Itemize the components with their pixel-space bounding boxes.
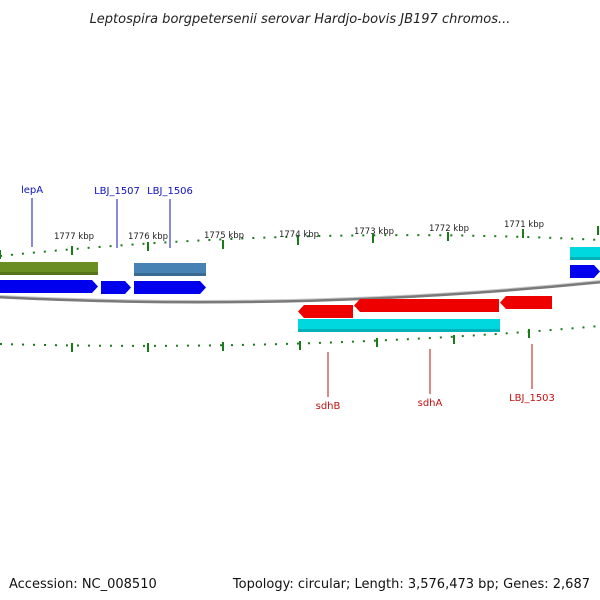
gene-label-forward: LBJ_1506 <box>147 186 193 197</box>
gene-bar-cyan <box>570 247 600 260</box>
scale-label: 1775 kbp <box>204 231 244 241</box>
gene-bar-cyan-shade <box>298 329 500 332</box>
features <box>0 247 600 332</box>
chromosome-backbone <box>0 280 600 304</box>
gene-label-reverse: sdhA <box>418 398 443 409</box>
gene-bar-olive-shade <box>0 272 98 275</box>
gene-bar-steelblue-shade <box>134 273 206 276</box>
accession-label: Accession: NC_008510 <box>9 577 157 592</box>
gene-arrow-blue <box>570 265 600 278</box>
scale-label: 1771 kbp <box>504 220 544 230</box>
gene-bar-cyan-shade <box>570 257 600 260</box>
scale-labels: 1777 kbp 1776 kbp 1775 kbp 1774 kbp 1773 kbp… <box>54 220 544 242</box>
gene-label-forward: LBJ_1507 <box>94 186 140 197</box>
gene-arrow-red <box>298 305 353 318</box>
scale-label: 1773 kbp <box>354 227 394 237</box>
gene-arrow-red <box>500 296 552 309</box>
chromosome-backbone-highlight <box>0 280 600 301</box>
gene-arrow-blue <box>101 281 131 294</box>
scale-label: 1777 kbp <box>54 232 94 242</box>
gene-bar-olive <box>0 262 98 275</box>
gene-label-reverse: sdhB <box>316 401 341 412</box>
gene-bar-steelblue <box>134 263 206 276</box>
gene-label-reverse: LBJ_1503 <box>509 393 555 404</box>
gene-label-forward: lepA <box>21 185 43 196</box>
map-title: Leptospira borgpetersenii serovar Hardjo… <box>90 12 511 27</box>
gene-arrow-red <box>354 299 499 312</box>
genome-summary: Topology: circular; Length: 3,576,473 bp… <box>232 577 590 592</box>
gene-arrow-blue <box>0 280 98 293</box>
scale-label: 1772 kbp <box>429 224 469 234</box>
major-ticks <box>0 226 599 352</box>
gene-labels: lepA LBJ_1507 LBJ_1506 sdhB sdhA LBJ_1503 <box>21 185 555 412</box>
gene-bar-cyan <box>298 319 500 332</box>
gene-arrow-blue <box>134 281 206 294</box>
scale-label: 1774 kbp <box>279 230 319 240</box>
scale-label: 1776 kbp <box>128 232 168 242</box>
